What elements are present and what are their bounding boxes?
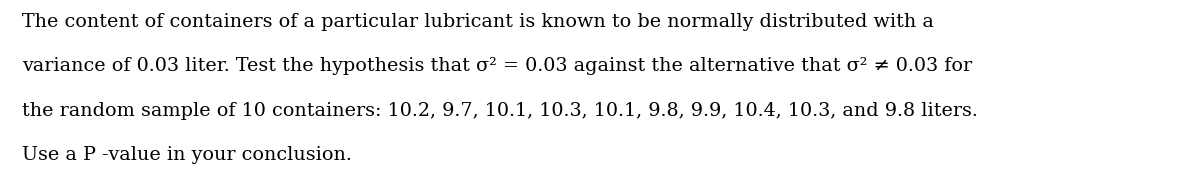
Text: Use a P -value in your conclusion.: Use a P -value in your conclusion. bbox=[22, 146, 352, 164]
Text: The content of containers of a particular lubricant is known to be normally dist: The content of containers of a particula… bbox=[22, 13, 934, 31]
Text: variance of 0.03 liter. Test the hypothesis that σ² = 0.03 against the alternati: variance of 0.03 liter. Test the hypothe… bbox=[22, 57, 972, 75]
Text: the random sample of 10 containers: 10.2, 9.7, 10.1, 10.3, 10.1, 9.8, 9.9, 10.4,: the random sample of 10 containers: 10.2… bbox=[22, 102, 978, 120]
